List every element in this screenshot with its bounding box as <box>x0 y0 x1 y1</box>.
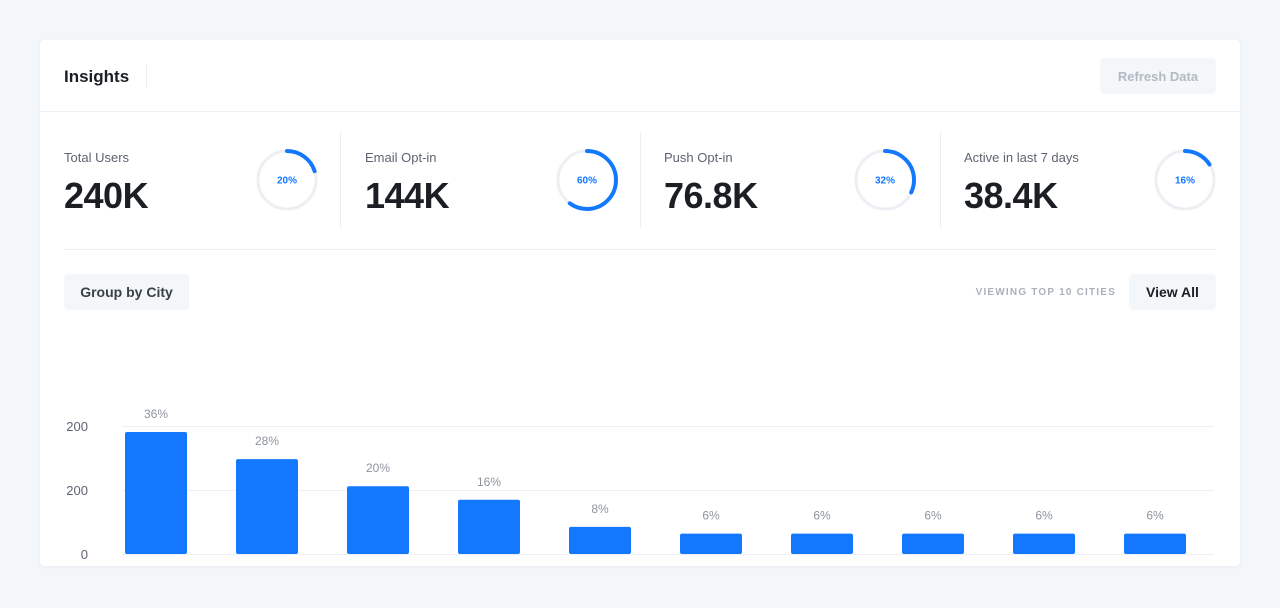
progress-ring-arc <box>256 149 318 211</box>
bar-bern[interactable] <box>1013 533 1075 554</box>
bar-data-label: 6% <box>702 509 720 523</box>
section-divider <box>64 249 1216 250</box>
bar-data-label: 8% <box>591 502 609 516</box>
bar-innsbruck[interactable] <box>569 526 631 554</box>
progress-ring-label: 60% <box>577 176 597 187</box>
progress-ring-label: 16% <box>1175 176 1195 187</box>
progress-ring: 16% <box>1154 149 1216 211</box>
stat-value: 76.8K <box>664 175 758 216</box>
stat-label: Push Opt-in <box>664 150 733 165</box>
bar-data-label: 6% <box>1035 509 1053 523</box>
progress-ring-arc <box>854 149 916 211</box>
x-category-label: Innsbruck <box>570 565 632 566</box>
y-tick-label: 200 <box>66 419 88 434</box>
bar-vienna[interactable] <box>236 459 298 554</box>
x-category-label: Geneva <box>797 565 846 566</box>
bar-hanover[interactable] <box>680 533 742 554</box>
stats-row: Total Users 240K 20% Email Opt-in 144K 6… <box>64 132 1216 228</box>
bar-data-label: 6% <box>813 509 831 523</box>
bar-stuttgart[interactable] <box>458 499 520 554</box>
page-title: Insights <box>64 67 130 86</box>
x-category-label: Berlin <box>138 565 174 566</box>
stat-label: Email Opt-in <box>365 150 437 165</box>
progress-ring-arc <box>556 149 618 211</box>
x-category-label: Hanover <box>685 565 738 566</box>
bar-data-label: 16% <box>477 475 501 489</box>
stat-active-last-7-days: Active in last 7 days 38.4K 16% <box>940 132 1240 228</box>
viewing-top-cities-label: VIEWING TOP 10 CITIES <box>975 287 1116 298</box>
y-tick-label: 200 <box>66 483 88 498</box>
progress-ring-label: 20% <box>277 176 297 187</box>
x-category-label: Saarbrücken <box>1115 565 1194 566</box>
x-category-label: Bern <box>1029 565 1059 566</box>
progress-ring: 32% <box>854 149 916 211</box>
bar-berlin[interactable] <box>125 432 187 554</box>
x-category-label: Stuttgart <box>463 565 516 566</box>
stat-email-opt-in: Email Opt-in 144K 60% <box>340 132 640 228</box>
bar-data-label: 20% <box>366 461 390 475</box>
insights-card: Insights Refresh Data Total Users 240K 2… <box>40 40 1240 566</box>
x-category-label: Erfurt <box>916 565 950 566</box>
stat-value: 38.4K <box>964 175 1058 216</box>
progress-ring: 60% <box>556 149 618 211</box>
bar-zürich[interactable] <box>347 486 409 554</box>
bar-geneva[interactable] <box>791 533 853 554</box>
progress-ring: 20% <box>256 149 318 211</box>
city-bar-chart: 0 200 200 36% Berlin 28% Vienna 20% Zürich 16% Stu… <box>66 407 1214 566</box>
progress-ring-arc <box>1154 149 1216 211</box>
x-category-label: Vienna <box>245 565 289 566</box>
bar-data-label: 36% <box>144 407 168 421</box>
stat-total-users: Total Users 240K 20% <box>64 132 364 228</box>
bar-saarbrücken[interactable] <box>1124 533 1186 554</box>
view-all-button[interactable]: View All <box>1129 274 1216 310</box>
card-header: Insights Refresh Data <box>40 40 1240 112</box>
bar-data-label: 6% <box>1146 509 1164 523</box>
bar-data-label: 28% <box>255 434 279 448</box>
stat-label: Total Users <box>64 150 130 165</box>
group-by-city-button[interactable]: Group by City <box>64 274 189 310</box>
bar-erfurt[interactable] <box>902 533 964 554</box>
progress-ring-label: 32% <box>875 176 895 187</box>
stat-value: 240K <box>64 175 149 216</box>
bar-data-label: 6% <box>924 509 942 523</box>
header-divider <box>146 64 147 88</box>
y-tick-label: 0 <box>81 547 88 562</box>
x-category-label: Zürich <box>359 565 398 566</box>
refresh-data-button[interactable]: Refresh Data <box>1100 58 1216 94</box>
stat-value: 144K <box>365 175 450 216</box>
stat-push-opt-in: Push Opt-in 76.8K 32% <box>640 132 940 228</box>
stat-label: Active in last 7 days <box>964 150 1079 165</box>
